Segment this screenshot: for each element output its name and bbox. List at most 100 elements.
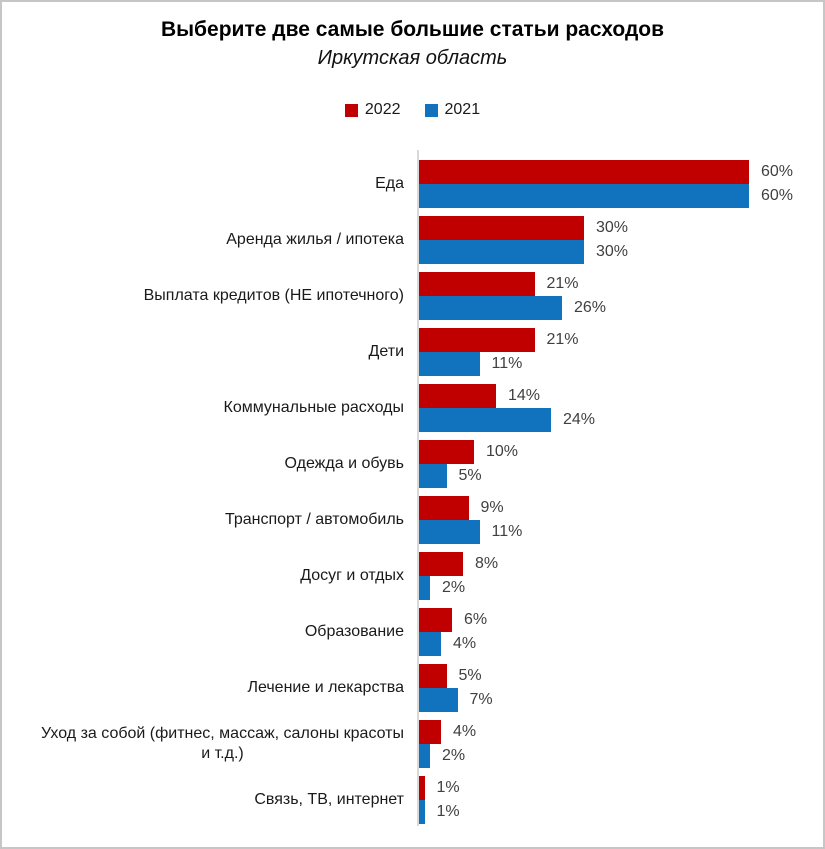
legend-label: 2021 xyxy=(444,101,481,118)
value-label-2022: 21% xyxy=(546,275,579,292)
chart-row: Образование 6% 4% xyxy=(2,604,823,660)
value-label-2022: 5% xyxy=(458,667,482,684)
category-label: Уход за собой (фитнес, массаж, салоны кр… xyxy=(40,725,404,762)
bar-2022 xyxy=(419,440,474,464)
chart-row: Коммунальные расходы 14% 24% xyxy=(2,380,823,436)
bar-group: 9% 11% xyxy=(417,496,522,544)
value-label-2022: 14% xyxy=(508,387,541,404)
bar-2021 xyxy=(419,296,562,320)
legend-item: 2021 xyxy=(424,101,481,119)
bar-2022 xyxy=(419,496,469,520)
chart-row: Аренда жилья / ипотека 30% 30% xyxy=(2,212,823,268)
legend-swatch xyxy=(344,103,358,117)
bar-line-2021: 4% xyxy=(419,632,487,656)
value-label-2021: 24% xyxy=(563,411,596,428)
bar-line-2021: 26% xyxy=(419,296,606,320)
bar-2022 xyxy=(419,160,749,184)
value-label-2022: 8% xyxy=(475,555,499,572)
value-label-2021: 60% xyxy=(761,187,794,204)
bar-2022 xyxy=(419,384,496,408)
bar-line-2022: 1% xyxy=(419,776,460,800)
bar-group: 21% 26% xyxy=(417,272,606,320)
category-cell: Одежда и обувь xyxy=(2,454,417,474)
legend-item: 2022 xyxy=(344,101,401,119)
bar-2022 xyxy=(419,776,425,800)
category-label: Связь, ТВ, интернет xyxy=(254,791,404,809)
category-cell: Коммунальные расходы xyxy=(2,398,417,418)
category-cell: Уход за собой (фитнес, массаж, салоны кр… xyxy=(2,724,417,763)
chart-row: Выплата кредитов (НЕ ипотечного) 21% 26% xyxy=(2,268,823,324)
bar-2021 xyxy=(419,744,430,768)
value-label-2022: 60% xyxy=(761,163,794,180)
value-label-2021: 2% xyxy=(442,747,466,764)
category-cell: Транспорт / автомобиль xyxy=(2,510,417,530)
bar-group: 1% 1% xyxy=(417,776,460,824)
bar-line-2022: 30% xyxy=(419,216,628,240)
value-label-2021: 30% xyxy=(596,243,629,260)
category-label: Аренда жилья / ипотека xyxy=(226,231,404,249)
chart-row: Дети 21% 11% xyxy=(2,324,823,380)
value-label-2021: 4% xyxy=(453,635,477,652)
value-label-2021: 26% xyxy=(574,299,607,316)
bar-line-2022: 10% xyxy=(419,440,518,464)
value-label-2022: 30% xyxy=(596,219,629,236)
legend-swatch xyxy=(424,103,438,117)
bar-line-2021: 2% xyxy=(419,744,476,768)
bar-group: 6% 4% xyxy=(417,608,487,656)
category-label: Одежда и обувь xyxy=(284,455,404,473)
bar-group: 30% 30% xyxy=(417,216,628,264)
category-axis-line xyxy=(417,150,419,826)
category-cell: Дети xyxy=(2,342,417,362)
bar-line-2022: 9% xyxy=(419,496,522,520)
bar-group: 10% 5% xyxy=(417,440,518,488)
bar-line-2022: 4% xyxy=(419,720,476,744)
bar-line-2022: 60% xyxy=(419,160,793,184)
category-label: Коммунальные расходы xyxy=(223,399,404,417)
bar-2022 xyxy=(419,720,441,744)
bar-2022 xyxy=(419,664,447,688)
bar-2022 xyxy=(419,608,452,632)
value-label-2022: 4% xyxy=(453,723,477,740)
category-label: Еда xyxy=(375,175,404,193)
bar-line-2022: 5% xyxy=(419,664,493,688)
chart-row: Уход за собой (фитнес, массаж, салоны кр… xyxy=(2,716,823,772)
bar-line-2021: 7% xyxy=(419,688,493,712)
category-label: Образование xyxy=(304,623,404,641)
bar-2021 xyxy=(419,632,441,656)
bar-group: 5% 7% xyxy=(417,664,493,712)
category-cell: Выплата кредитов (НЕ ипотечного) xyxy=(2,286,417,306)
bar-2021 xyxy=(419,520,480,544)
value-label-2022: 21% xyxy=(546,331,579,348)
category-cell: Аренда жилья / ипотека xyxy=(2,230,417,250)
bar-line-2021: 60% xyxy=(419,184,793,208)
category-cell: Еда xyxy=(2,174,417,194)
bar-line-2022: 14% xyxy=(419,384,595,408)
bar-line-2021: 2% xyxy=(419,576,498,600)
bar-line-2021: 24% xyxy=(419,408,595,432)
chart-row: Связь, ТВ, интернет 1% 1% xyxy=(2,772,823,828)
legend-label: 2022 xyxy=(364,101,401,118)
bar-2022 xyxy=(419,328,535,352)
chart-subtitle: Иркутская область xyxy=(317,47,508,70)
value-label-2022: 10% xyxy=(486,443,519,460)
bar-2021 xyxy=(419,408,551,432)
value-label-2022: 1% xyxy=(436,779,460,796)
value-label-2021: 5% xyxy=(458,467,482,484)
value-label-2021: 7% xyxy=(469,691,493,708)
value-label-2021: 2% xyxy=(442,579,466,596)
category-label: Транспорт / автомобиль xyxy=(224,511,404,529)
bar-line-2022: 21% xyxy=(419,272,606,296)
bar-2021 xyxy=(419,184,749,208)
plot-area: Еда 60% 60% Аренда жилья / ипотека 30% 3 xyxy=(2,156,823,828)
category-label: Досуг и отдых xyxy=(300,567,404,585)
bar-line-2022: 21% xyxy=(419,328,579,352)
value-label-2021: 11% xyxy=(491,523,523,540)
bar-2021 xyxy=(419,688,458,712)
bar-2021 xyxy=(419,576,430,600)
chart-row: Лечение и лекарства 5% 7% xyxy=(2,660,823,716)
legend: 2022 2021 xyxy=(2,101,823,119)
bar-line-2022: 8% xyxy=(419,552,498,576)
bar-group: 4% 2% xyxy=(417,720,476,768)
category-cell: Связь, ТВ, интернет xyxy=(2,790,417,810)
